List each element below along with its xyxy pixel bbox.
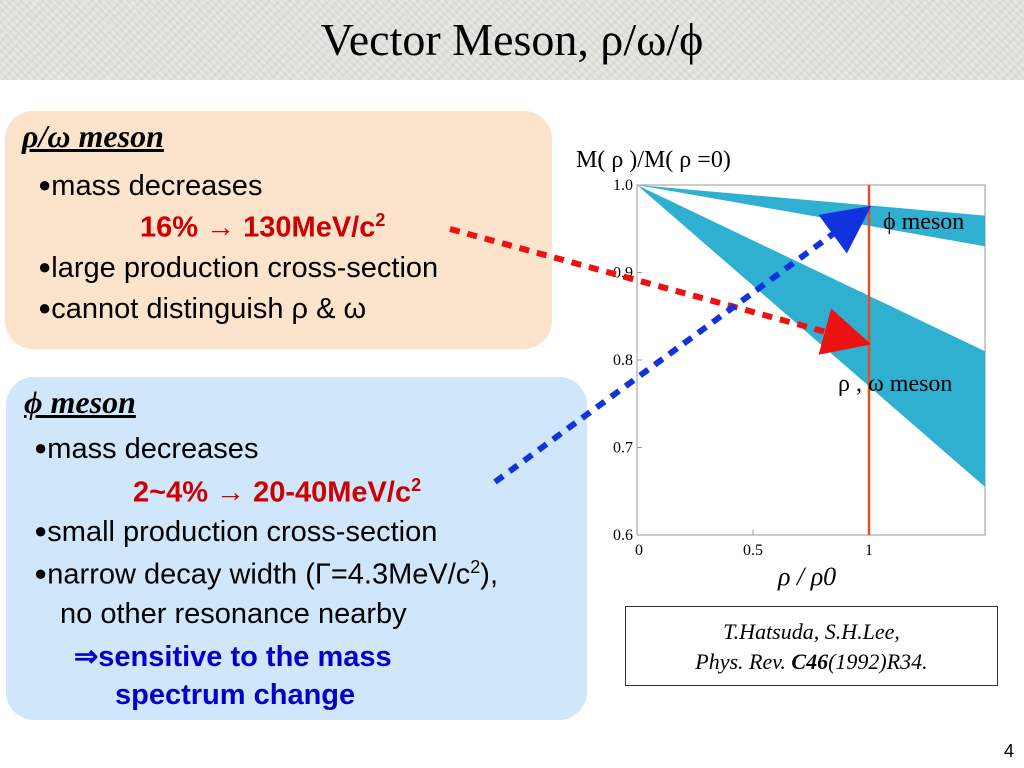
arrow-rho	[449, 226, 872, 355]
citation-page: (1992)R34.	[828, 649, 928, 674]
rho-line-3: ●large production cross-section	[38, 252, 438, 285]
y-tick-label: 0.6	[613, 527, 633, 544]
phi-line-4-sup: 2	[470, 557, 481, 577]
x-axis-label: ρ / ρ0	[777, 562, 836, 591]
x-tick-label: 1	[865, 542, 873, 559]
phi-line-5: no other resonance nearby	[60, 598, 407, 631]
ticks: 1.00.90.80.70.60 0.5 1	[613, 177, 873, 559]
citation-line-1: T.Hatsuda, S.H.Lee,	[723, 619, 900, 644]
phi-line-3-text: small production cross-section	[47, 516, 438, 548]
rho-omega-box	[5, 111, 552, 349]
citation-line-2: Phys. Rev. C46(1992)R34.	[626, 647, 997, 677]
title-bar	[0, 0, 1024, 80]
phi-line-7-text: spectrum change	[115, 679, 356, 711]
phi-line-5-text: no other resonance nearby	[60, 598, 407, 630]
rho-line-3-text: large production cross-section	[51, 252, 439, 284]
rho-omega-heading-text: ρ/ω meson	[22, 118, 164, 154]
phi-line-1: ●mass decreases	[34, 433, 258, 466]
bullet-icon: ●	[38, 295, 52, 320]
bullet-icon: ●	[34, 560, 48, 586]
rho-line-4: ●cannot distinguish ρ & ω	[38, 293, 366, 326]
phi-line-4: ●narrow decay width (Γ=4.3MeV/c2),	[34, 557, 498, 592]
bands	[637, 185, 985, 487]
phi-line-2-text: 2~4% → 20-40MeV/c	[133, 476, 412, 509]
citation-box: T.Hatsuda, S.H.Lee, Phys. Rev. C46(1992)…	[625, 606, 998, 686]
rho-omega-heading: ρ/ω meson	[22, 118, 164, 155]
rho-line-2-text: 16% → 130MeV/c	[140, 211, 376, 244]
band-1	[637, 185, 985, 487]
rho-line-1-text: mass decreases	[51, 170, 263, 202]
y-tick-label: 0.7	[613, 440, 633, 457]
phi-line-3: ●small production cross-section	[34, 516, 437, 549]
x-tick-label: 0.5	[743, 542, 763, 559]
rho-line-4-text: cannot distinguish ρ & ω	[51, 293, 367, 325]
phi-heading: ϕ meson	[24, 384, 136, 421]
bullet-icon: ●	[38, 254, 52, 279]
phi-line-4-text-b: ),	[480, 558, 498, 591]
x-tick-label: 0	[635, 542, 643, 559]
rho-line-2: 16% → 130MeV/c2	[140, 210, 385, 245]
phi-line-6-text: ⇒sensitive to the mass	[74, 641, 392, 673]
y-tick-label: 1.0	[613, 177, 633, 194]
bullet-icon: ●	[34, 435, 48, 460]
legend-rho-omega: ρ , ω meson	[838, 371, 952, 397]
citation-journal: Phys. Rev.	[695, 649, 792, 674]
phi-box	[6, 377, 587, 720]
phi-line-2-sup: 2	[411, 475, 422, 495]
legend-phi: ϕ meson	[883, 209, 964, 235]
page-number: 4	[1003, 741, 1014, 761]
bullet-icon: ●	[38, 172, 52, 197]
rho-line-1: ●mass decreases	[38, 170, 262, 203]
citation-volume: C46	[791, 649, 829, 674]
bullet-icon: ●	[34, 518, 48, 543]
phi-line-1-text: mass decreases	[47, 433, 259, 465]
phi-line-4-text-a: narrow decay width (Γ=4.3MeV/c	[47, 558, 471, 591]
y-axis-label: M( ρ )/M( ρ =0)	[576, 147, 731, 173]
phi-line-7: spectrum change	[115, 679, 355, 712]
phi-heading-text: ϕ meson	[24, 384, 136, 420]
slide-title: Vector Meson, ρ/ω/ϕ	[320, 14, 704, 65]
band-0	[637, 185, 985, 247]
rho-line-2-sup: 2	[375, 210, 386, 230]
arrow-phi	[493, 205, 872, 485]
y-tick-label: 0.8	[613, 352, 633, 369]
phi-line-2: 2~4% → 20-40MeV/c2	[133, 475, 421, 510]
phi-line-6: ⇒sensitive to the mass	[74, 639, 392, 674]
